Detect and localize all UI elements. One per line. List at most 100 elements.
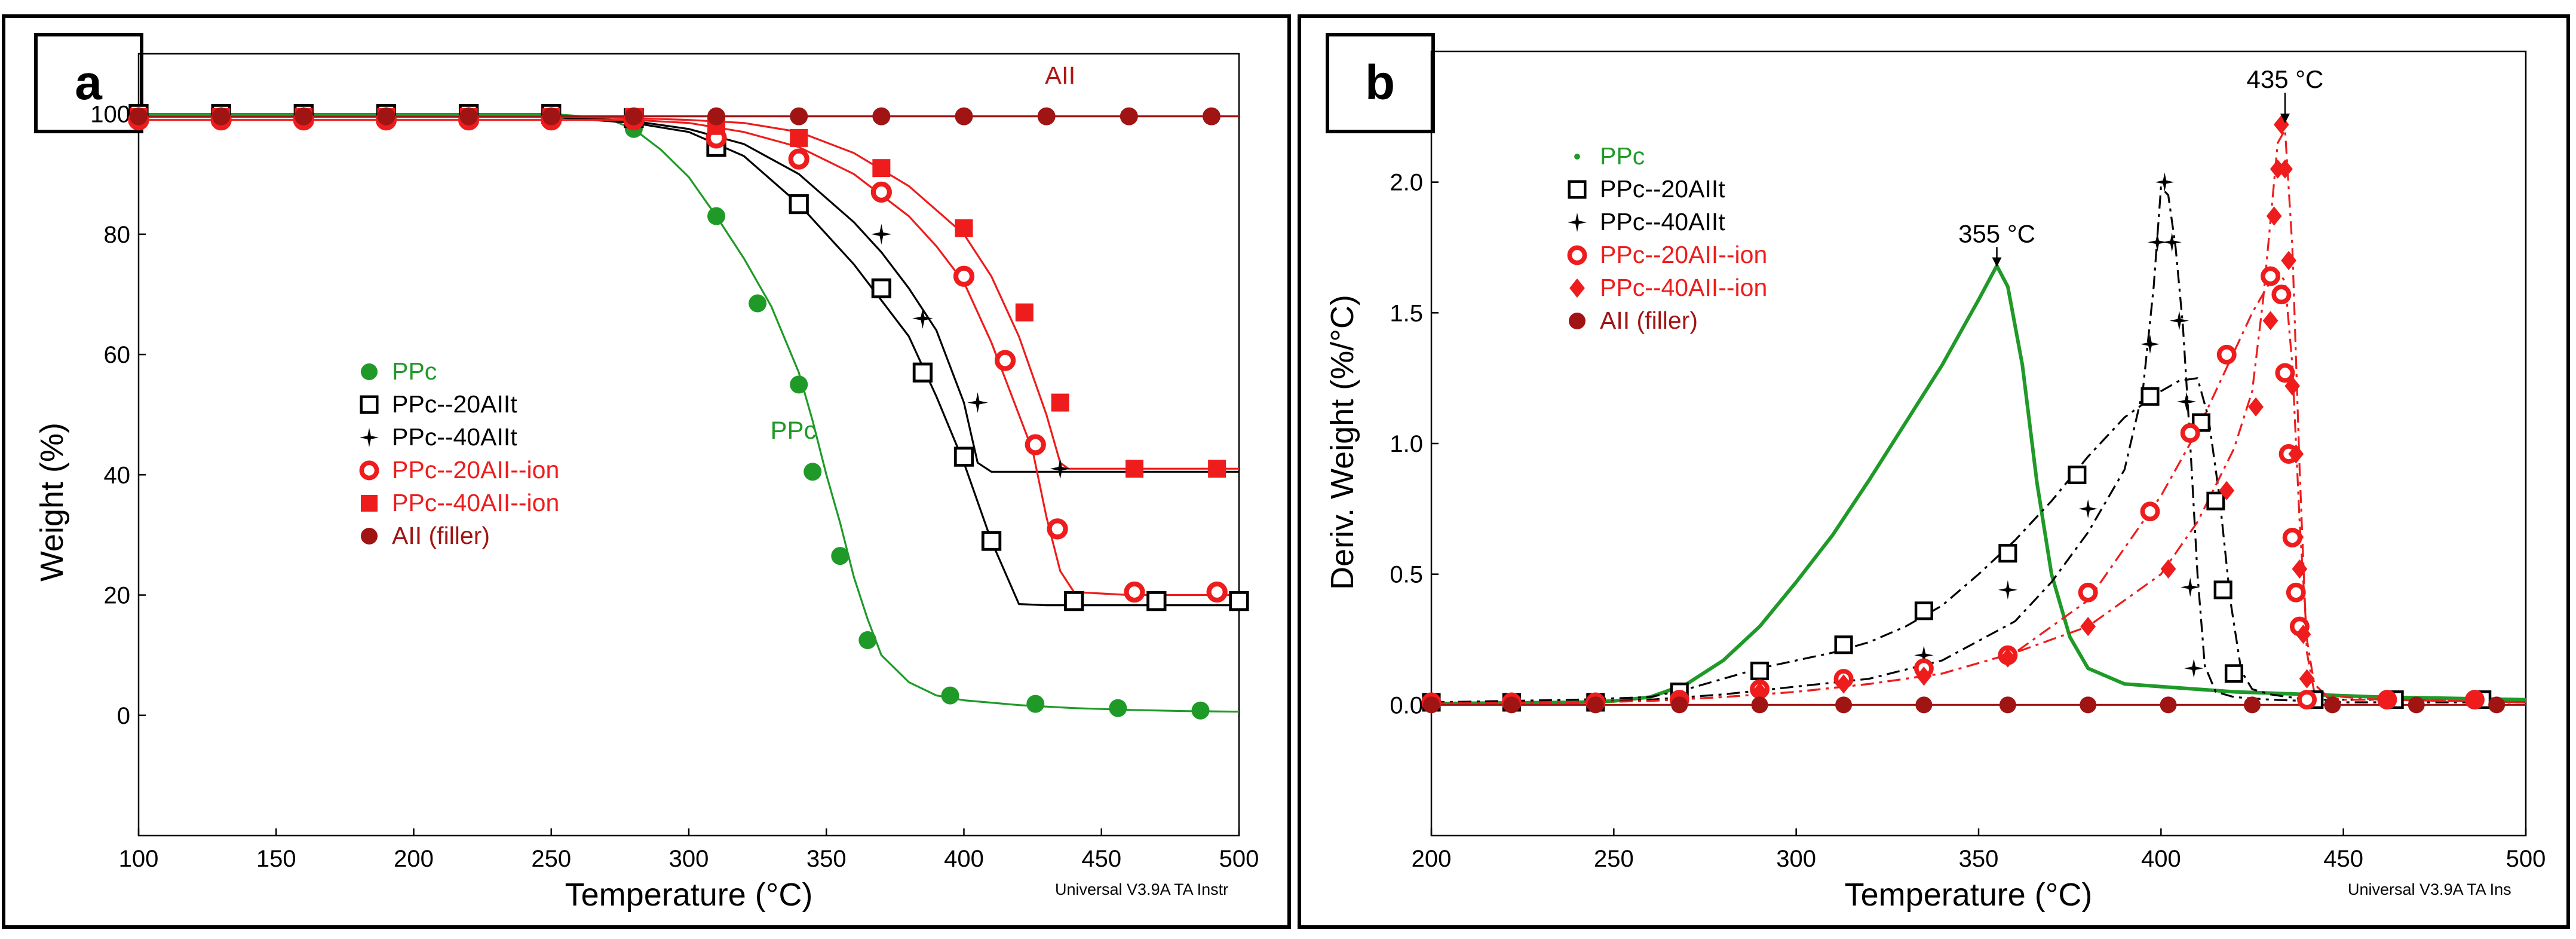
a-marker-aii-filler bbox=[624, 107, 643, 126]
b-marker-aii-filler bbox=[2488, 696, 2506, 714]
a-legend-marker-ppc-20aiit bbox=[360, 395, 379, 414]
a-legend-marker-ppc-40aii-ion bbox=[361, 495, 378, 512]
a-marker-aii-filler bbox=[707, 107, 726, 126]
panel-b-credit: Universal V3.9A TA Ins bbox=[2348, 880, 2511, 898]
b-marker-ppc-20aiit bbox=[2206, 491, 2225, 510]
a-marker-ppc-20aii-ion bbox=[788, 148, 809, 170]
b-marker-ppc-40aii-ion bbox=[2295, 625, 2311, 644]
a-marker-aii-filler bbox=[130, 107, 148, 126]
a-x-tick-label: 350 bbox=[806, 846, 847, 872]
b-marker-ppc-40aii-ion bbox=[2262, 311, 2278, 331]
b-legend-label-ppc-20aiit: PPc--20AIIt bbox=[1600, 175, 1725, 203]
b-curve-ppc bbox=[1431, 264, 2526, 706]
a-x-tick-label: 200 bbox=[394, 846, 434, 872]
b-x-tick-label: 350 bbox=[1959, 846, 1999, 872]
b-x-tick-label: 300 bbox=[1776, 846, 1816, 872]
panel-b-y-axis-title: Deriv. Weight (%/°C) bbox=[1324, 295, 1360, 590]
b-x-tick-label: 400 bbox=[2141, 846, 2181, 872]
a-marker-ppc bbox=[1026, 695, 1045, 713]
b-marker-aii-filler bbox=[1751, 696, 1768, 714]
a-legend-label-ppc-20aii-ion: PPc--20AII--ion bbox=[392, 456, 559, 484]
b-marker-ppc-40aii-ion bbox=[2277, 159, 2293, 179]
b-marker-ppc-40aii-ion bbox=[2281, 250, 2296, 270]
a-x-tick-label: 450 bbox=[1081, 846, 1121, 872]
a-y-tick-label: 40 bbox=[104, 462, 131, 488]
b-legend-marker-ppc bbox=[1574, 154, 1580, 160]
b-marker-ppc-40aii-ion bbox=[2000, 648, 2016, 668]
a-marker-aii-filler bbox=[872, 107, 891, 126]
a-curve-ppc-20aii-ion bbox=[139, 119, 1239, 597]
b-marker-ppc-40aiit bbox=[1914, 646, 1934, 665]
a-marker-ppc-20aiit bbox=[1229, 591, 1249, 611]
b-legend-label-ppc-20aii-ion: PPc--20AII--ion bbox=[1600, 241, 1767, 268]
panel-b-annotations: 355 °C 435 °C bbox=[1958, 65, 2323, 267]
a-marker-aii-filler bbox=[295, 107, 313, 126]
panel-b-markers bbox=[1421, 115, 2506, 714]
a-marker-ppc-20aii-ion bbox=[1124, 581, 1145, 603]
b-marker-ppc-20aii-ion bbox=[2271, 285, 2292, 305]
a-marker-ppc-20aii-ion bbox=[870, 181, 892, 203]
a-marker-ppc-20aii-ion bbox=[1206, 581, 1228, 603]
b-marker-aii-filler bbox=[2244, 696, 2261, 714]
b-marker-ppc-20aii-ion bbox=[2297, 690, 2317, 710]
b-marker-ppc-40aii-ion bbox=[2273, 115, 2289, 134]
a-curve-ppc bbox=[139, 113, 1240, 713]
panel-a-label-box bbox=[34, 33, 143, 133]
a-marker-ppc-20aiit bbox=[912, 362, 933, 383]
panel-b-label-box bbox=[1326, 33, 1435, 133]
b-legend-marker-ppc-20aii-ion bbox=[1567, 245, 1587, 265]
b-marker-ppc-40aii-ion bbox=[2299, 669, 2315, 689]
b-marker-ppc-40aiit bbox=[2181, 577, 2200, 597]
panel-a-y-axis-title: Weight (%) bbox=[34, 423, 70, 582]
a-marker-ppc-40aiit bbox=[871, 224, 892, 245]
b-legend-label-aii-filler: AII (filler) bbox=[1600, 307, 1698, 334]
b-marker-ppc-20aiit bbox=[2213, 580, 2232, 600]
b-x-tick-label: 500 bbox=[2506, 846, 2546, 872]
a-legend-marker-ppc bbox=[361, 363, 378, 380]
b-marker-ppc-20aii-ion bbox=[2261, 266, 2280, 286]
a-marker-ppc bbox=[804, 463, 822, 481]
b-y-tick-label: 2.0 bbox=[1390, 170, 1423, 196]
b-y-tick-label: 0.0 bbox=[1390, 692, 1423, 718]
a-marker-ppc bbox=[749, 294, 767, 313]
b-marker-ppc-40aiit bbox=[2078, 499, 2098, 519]
b-marker-ppc-20aii-ion bbox=[2180, 423, 2200, 443]
a-marker-ppc-40aii-ion bbox=[1051, 393, 1069, 412]
panel-b-axes: 200 250 300 350 400 450 500 0.0 0.5 1.0 1.5 2.0 bbox=[1390, 50, 2546, 872]
b-marker-ppc-40aii-ion bbox=[2284, 376, 2301, 396]
b-x-tick-label: 200 bbox=[1412, 846, 1452, 872]
a-curve-ppc-40aii-ion bbox=[139, 116, 1239, 470]
a-marker-ppc-40aiit bbox=[967, 392, 988, 413]
a-legend-label-ppc-40aiit: PPc--40AIIt bbox=[392, 423, 517, 451]
b-marker-ppc-40aiit bbox=[2169, 311, 2189, 331]
b-annotation-355-c: 355 °C bbox=[1958, 219, 2035, 247]
b-x-tick-label: 450 bbox=[2323, 846, 2363, 872]
b-marker-ppc-40aii-ion bbox=[1836, 674, 1851, 694]
a-x-tick-label: 300 bbox=[669, 846, 709, 872]
b-marker-aii-filler bbox=[1999, 696, 2016, 714]
b-x-tick-label: 250 bbox=[1594, 846, 1634, 872]
b-marker-ppc-40aii-ion bbox=[2292, 559, 2308, 579]
b-legend-label-ppc: PPc bbox=[1600, 142, 1645, 170]
a-curve-ppc-40aiit bbox=[139, 116, 1239, 473]
panel-b-curves bbox=[1431, 129, 2526, 706]
b-marker-ppc-40aiit bbox=[2184, 659, 2204, 678]
b-marker-ppc-40aii-ion bbox=[2266, 206, 2282, 226]
b-y-tick-label: 1.5 bbox=[1390, 300, 1423, 326]
b-legend-marker-ppc-20aiit bbox=[1568, 180, 1587, 199]
panel-a-annotations: AII PPc bbox=[770, 61, 1075, 444]
a-marker-ppc-20aiit bbox=[981, 531, 1002, 551]
b-marker-ppc-40aii-ion bbox=[2160, 559, 2176, 579]
b-marker-ppc-40aii-ion bbox=[2248, 397, 2264, 417]
b-plot-frame bbox=[1430, 50, 2527, 837]
a-legend-marker-aii-filler bbox=[361, 528, 378, 545]
a-marker-ppc-40aii-ion bbox=[1126, 460, 1144, 478]
a-marker-ppc bbox=[941, 686, 959, 705]
b-marker-aii-filler bbox=[1915, 696, 1933, 714]
a-marker-aii-filler bbox=[542, 107, 560, 126]
a-marker-ppc-20aii-ion bbox=[1025, 434, 1046, 455]
b-marker-ppc-20aiit bbox=[1750, 661, 1770, 681]
b-marker-ppc-40aiit bbox=[2177, 391, 2197, 412]
a-marker-ppc-20aiit bbox=[1146, 591, 1167, 611]
a-marker-ppc-20aii-ion bbox=[994, 350, 1016, 371]
